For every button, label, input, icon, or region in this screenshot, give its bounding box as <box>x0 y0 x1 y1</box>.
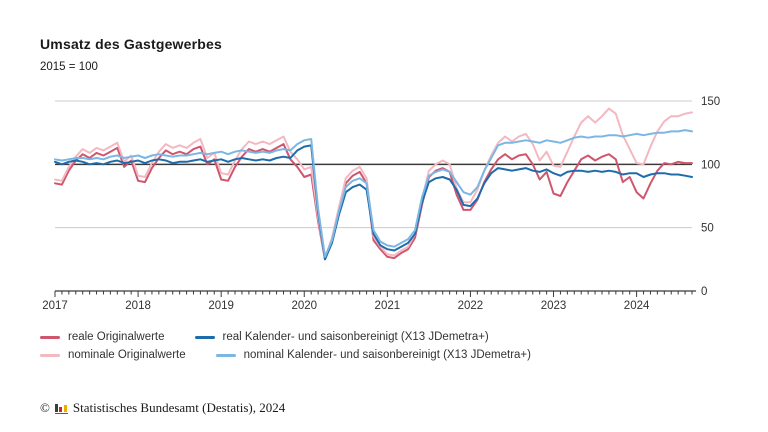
legend-swatch-real_original <box>40 335 60 339</box>
y-tick-label-100: 100 <box>701 159 720 171</box>
legend-label: reale Originalwerte <box>68 331 165 343</box>
legend-label: real Kalender- und saisonbereinigt (X13 … <box>222 331 489 343</box>
x-tick-label-2024: 2024 <box>624 300 650 312</box>
x-tick-label-2023: 2023 <box>541 300 567 312</box>
copyright-symbol: © <box>40 400 50 415</box>
source-note: © Statistisches Bundesamt (Destatis), 20… <box>40 400 285 416</box>
x-tick-label-2020: 2020 <box>291 300 317 312</box>
legend-swatch-real_adjusted <box>194 335 215 339</box>
legend-item-real_original: reale Originalwerte <box>40 331 165 343</box>
x-tick-label-2021: 2021 <box>375 300 401 312</box>
series-line-nominal_adjusted <box>54 129 693 258</box>
legend: reale Originalwerte real Kalender- und sa… <box>40 331 531 361</box>
legend-swatch-nominal_original <box>40 353 60 357</box>
legend-label: nominale Originalwerte <box>68 349 186 361</box>
y-tick-label-150: 150 <box>701 96 720 108</box>
legend-item-nominal_adjusted: nominal Kalender- und saisonbereinigt (X… <box>215 349 531 361</box>
x-tick-label-2017: 2017 <box>42 300 68 312</box>
x-tick-label-2019: 2019 <box>208 300 234 312</box>
chart-title: Umsatz des Gastgewerbes <box>40 36 223 52</box>
source-text: Statistisches Bundesamt (Destatis), 2024 <box>72 400 286 415</box>
destatis-logo-icon <box>54 402 68 414</box>
legend-row: nominale Originalwerte nominal Kalender- … <box>40 349 531 361</box>
series-line-real_adjusted <box>54 144 693 261</box>
y-tick-label-0: 0 <box>701 286 707 298</box>
chart-subtitle: 2015 = 100 <box>40 61 98 73</box>
x-tick-label-2018: 2018 <box>125 300 151 312</box>
legend-item-real_adjusted: real Kalender- und saisonbereinigt (X13 … <box>194 331 489 343</box>
legend-row: reale Originalwerte real Kalender- und sa… <box>40 331 531 343</box>
legend-label: nominal Kalender- und saisonbereinigt (X… <box>243 349 531 361</box>
legend-item-nominal_original: nominale Originalwerte <box>40 349 186 361</box>
legend-swatch-nominal_adjusted <box>215 353 236 357</box>
y-tick-label-50: 50 <box>701 223 714 235</box>
series-line-nominal_original <box>54 107 693 260</box>
x-tick-label-2022: 2022 <box>458 300 484 312</box>
